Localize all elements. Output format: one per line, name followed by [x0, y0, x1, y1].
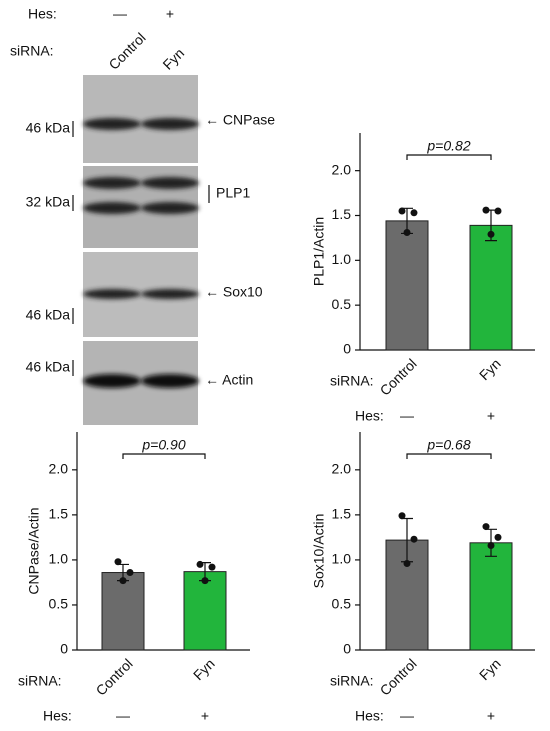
data-point — [487, 230, 495, 238]
data-point — [403, 560, 411, 568]
bar — [183, 571, 227, 651]
y-tick-label: 1.5 — [332, 206, 352, 222]
marker: 32 kDa — [26, 194, 71, 210]
blot-label: PLP1 — [216, 185, 250, 201]
band — [83, 118, 141, 130]
p-value: p=0.82 — [426, 138, 470, 154]
y-tick-label: 2.0 — [49, 461, 69, 477]
p-value: p=0.90 — [141, 437, 185, 453]
data-point — [126, 569, 134, 577]
y-tick-label: 2.0 — [332, 461, 352, 477]
data-point — [114, 558, 122, 566]
y-tick-label: 0.5 — [332, 596, 352, 612]
y-tick-label: 1.5 — [49, 506, 69, 522]
band — [141, 289, 199, 299]
data-point — [487, 542, 495, 550]
x-tick-label: Fyn — [476, 655, 504, 683]
hes-sign: + — [487, 708, 495, 724]
band — [83, 374, 141, 388]
y-tick-label: 0.5 — [49, 596, 69, 612]
row-label: Hes: — [43, 708, 72, 724]
p-bracket — [406, 453, 492, 459]
p-value: p=0.68 — [426, 437, 470, 453]
y-tick-label: 1.0 — [332, 251, 352, 267]
band — [141, 374, 199, 388]
band — [83, 202, 141, 214]
y-axis-label: PLP1/Actin — [311, 217, 327, 286]
data-point — [494, 533, 502, 541]
data-point — [119, 577, 127, 585]
hes-sign: + — [487, 408, 495, 424]
band — [83, 177, 141, 189]
sirna-name: Control — [105, 30, 148, 73]
y-tick-label: 0 — [60, 641, 68, 657]
hes-sign: — — [400, 708, 414, 724]
hes-sign: — — [116, 708, 130, 724]
x-tick-label: Fyn — [476, 355, 504, 383]
data-point — [494, 207, 502, 215]
x-tick-label: Fyn — [190, 655, 218, 683]
data-point — [201, 577, 209, 585]
blot-label: ← Sox10 — [205, 284, 263, 300]
data-point — [208, 563, 216, 571]
marker: 46 kDa — [26, 307, 71, 323]
y-tick-label: 1.5 — [332, 506, 352, 522]
data-point — [410, 209, 418, 217]
hes-sign: + — [201, 708, 209, 724]
row-label: siRNA: — [18, 673, 62, 689]
row-label: Hes: — [355, 408, 384, 424]
sirna-label: siRNA: — [10, 43, 54, 59]
data-point — [403, 229, 411, 237]
y-tick-label: 2.0 — [332, 161, 352, 177]
marker: 46 kDa — [26, 359, 71, 375]
hes-sign: — — [113, 6, 127, 22]
bar — [101, 572, 145, 651]
band — [141, 202, 199, 214]
p-bracket — [122, 453, 206, 459]
bar — [385, 220, 429, 351]
y-tick-label: 0 — [343, 341, 351, 357]
sirna-name: Fyn — [159, 45, 187, 73]
data-point — [410, 535, 418, 543]
marker: 46 kDa — [26, 120, 71, 136]
bar — [469, 224, 513, 351]
p-bracket — [406, 154, 492, 160]
y-axis-label: CNPase/Actin — [26, 507, 42, 594]
x-tick-label: Control — [377, 655, 420, 698]
blot-label: ← Actin — [205, 372, 253, 388]
hes-sign: + — [166, 6, 174, 22]
blot-panels — [83, 75, 199, 425]
band — [83, 289, 141, 299]
y-axis-label: Sox10/Actin — [311, 514, 327, 589]
y-tick-label: 1.0 — [49, 551, 69, 567]
data-point — [482, 523, 490, 531]
blot-label: ← CNPase — [205, 112, 275, 128]
bar — [469, 542, 513, 651]
data-point — [196, 560, 204, 568]
y-tick-label: 0 — [343, 641, 351, 657]
row-label: Hes: — [355, 708, 384, 724]
data-point — [398, 207, 406, 215]
data-point — [398, 512, 406, 520]
band — [141, 177, 199, 189]
band — [141, 118, 199, 130]
hes-label: Hes: — [28, 6, 57, 22]
hes-sign: — — [400, 408, 414, 424]
x-tick-label: Control — [93, 655, 136, 698]
row-label: siRNA: — [330, 673, 374, 689]
y-tick-label: 1.0 — [332, 551, 352, 567]
row-label: siRNA: — [330, 373, 374, 389]
y-tick-label: 0.5 — [332, 296, 352, 312]
x-tick-label: Control — [377, 355, 420, 398]
data-point — [482, 206, 490, 214]
